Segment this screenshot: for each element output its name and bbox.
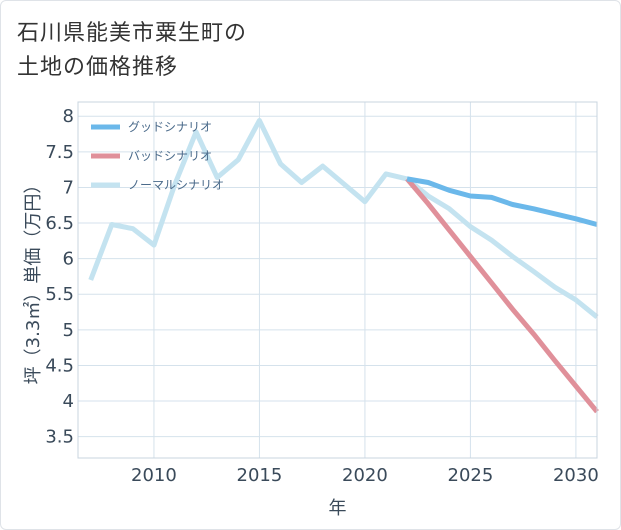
- legend-label-2: ノーマルシナリオ: [128, 178, 224, 192]
- series-lines: [88, 118, 599, 414]
- y-tick-label: 8: [63, 106, 74, 127]
- x-tick-label: 2010: [131, 465, 177, 486]
- y-tick-label: 4: [63, 391, 74, 412]
- x-tick-label: 2020: [342, 465, 388, 486]
- y-tick-label: 7: [63, 177, 74, 198]
- plot-area-frame: [77, 101, 598, 459]
- legend-label-1: バッドシナリオ: [128, 149, 212, 163]
- chart-title: 石川県能美市粟生町の 土地の価格推移: [17, 17, 247, 85]
- y-tick-label: 5: [63, 320, 74, 341]
- y-tick-label: 4.5: [45, 355, 74, 376]
- y-axis-ticks: 3.5 4 4.5 5 5.5 6 6.5 7 7.5 8: [45, 106, 74, 447]
- x-axis-ticks: 2010 2015 2020 2025 2030: [131, 465, 599, 486]
- x-tick-label: 2015: [237, 465, 283, 486]
- y-tick-label: 5.5: [45, 284, 74, 305]
- series-line-1: [405, 177, 599, 414]
- y-tick-label: 7.5: [45, 142, 74, 163]
- x-tick-label: 2025: [448, 465, 494, 486]
- y-tick-label: 3.5: [45, 427, 74, 448]
- y-tick-label: 6.5: [45, 213, 74, 234]
- series-line-2: [88, 118, 599, 319]
- chart-title-line-2: 土地の価格推移: [17, 55, 179, 80]
- x-axis-title: 年: [329, 498, 347, 519]
- grid-lines: [78, 102, 597, 458]
- y-tick-label: 6: [63, 249, 74, 270]
- x-tick-label: 2030: [553, 465, 599, 486]
- legend-label-0: グッドシナリオ: [128, 120, 212, 134]
- series-line-0: [406, 176, 598, 227]
- chart-title-line-1: 石川県能美市粟生町の: [17, 21, 248, 46]
- y-axis-title: 坪（3.3㎡）単価（万円）: [22, 176, 44, 385]
